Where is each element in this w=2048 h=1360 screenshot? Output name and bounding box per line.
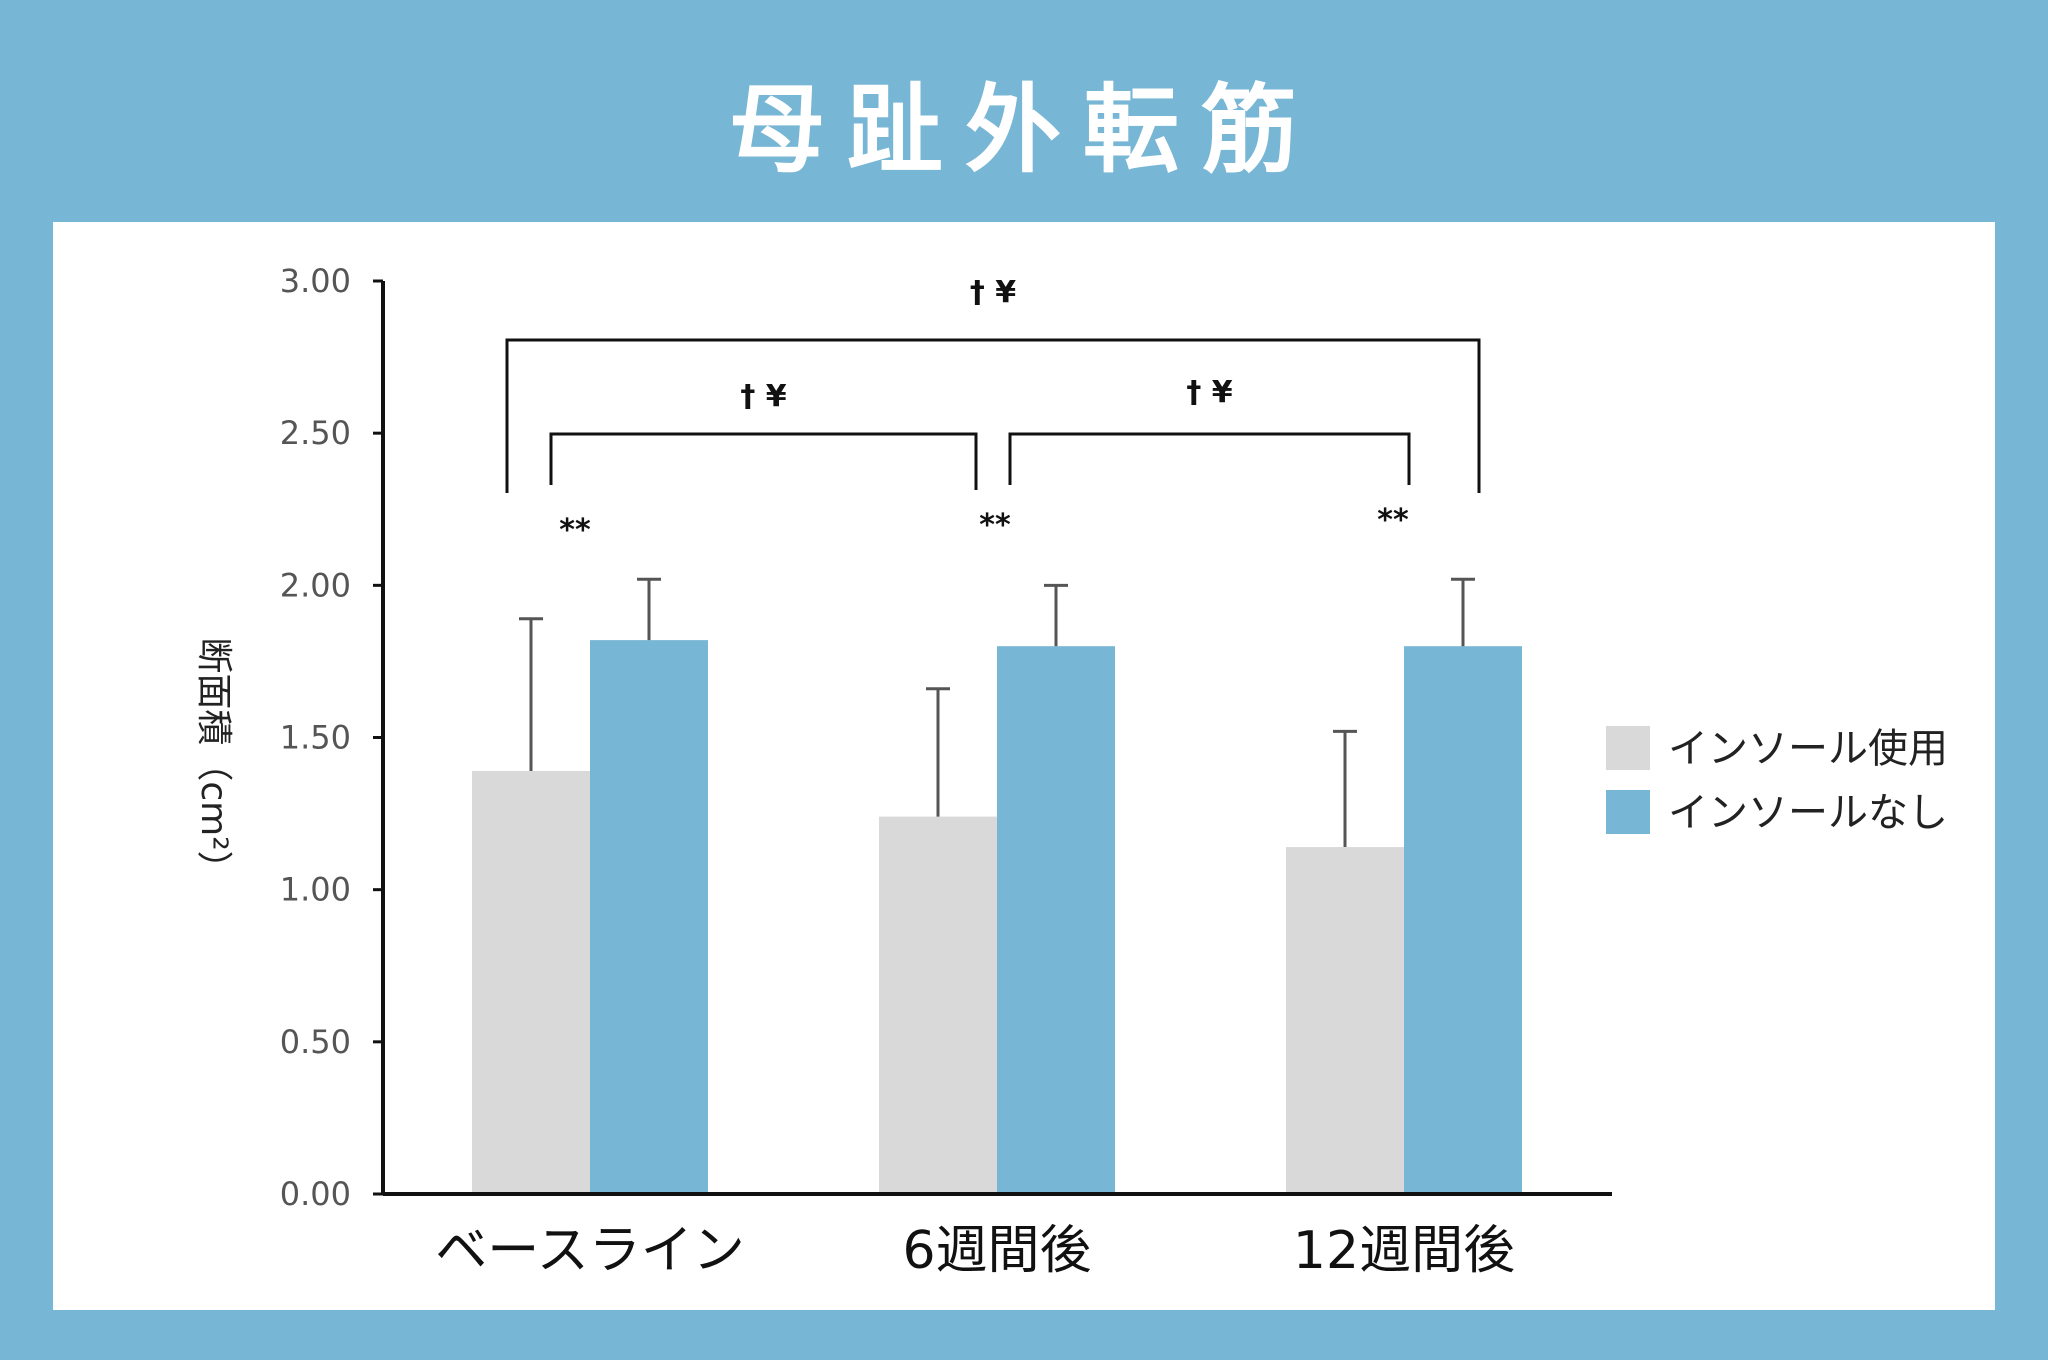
bar [1286, 847, 1404, 1194]
significance-label: ** [979, 508, 1011, 543]
bar [879, 816, 997, 1194]
significance-bracket [1008, 432, 1411, 485]
x-category-label: 6週間後 [902, 1221, 1091, 1281]
y-tick-label: 1.50 [280, 719, 351, 757]
x-category-label: 12週間後 [1293, 1221, 1515, 1281]
y-tick-label: 3.00 [280, 262, 351, 300]
significance-bracket-label: † ¥ [740, 379, 786, 414]
y-tick-label: 1.00 [280, 871, 351, 909]
legend-label: インソール使用 [1668, 726, 1948, 772]
significance-label: ** [559, 513, 591, 548]
x-category-label: ベースライン [435, 1221, 744, 1281]
legend-swatch [1606, 790, 1650, 834]
y-tick-label: 2.00 [280, 566, 351, 604]
significance-bracket-label: † ¥ [1186, 375, 1232, 410]
y-tick-label: 0.50 [280, 1023, 351, 1061]
bar [1404, 646, 1522, 1194]
chart-title: 母趾外転筋 [729, 74, 1319, 186]
significance-bracket-label: † ¥ [970, 275, 1016, 310]
significance-label: ** [1377, 503, 1409, 538]
legend-label: インソールなし [1668, 790, 1948, 836]
y-axis-label: 断面積（cm²） [193, 637, 234, 886]
bar [472, 770, 590, 1194]
legend-swatch [1606, 726, 1650, 770]
bar [590, 640, 708, 1194]
y-tick-label: 2.50 [280, 414, 351, 452]
y-tick-label: 0.00 [280, 1175, 351, 1213]
bar [997, 646, 1115, 1194]
significance-bracket [549, 432, 978, 490]
significance-bracket [505, 338, 1481, 493]
